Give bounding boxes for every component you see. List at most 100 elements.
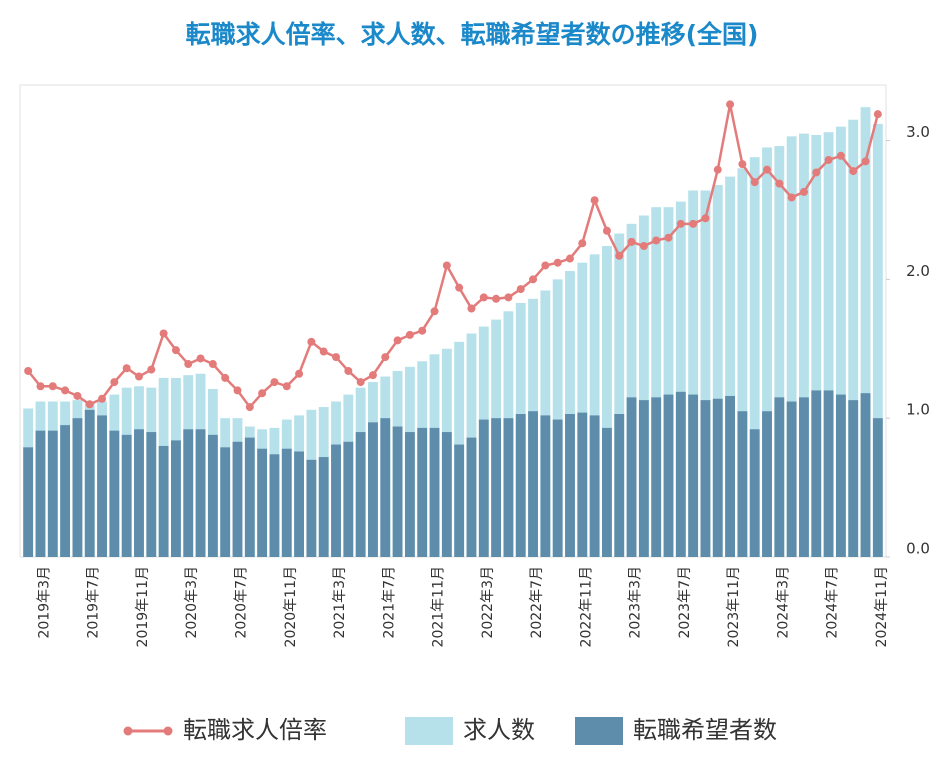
- x-tick-label: 2019年3月: [36, 566, 52, 639]
- legend-label: 求人数: [463, 716, 535, 744]
- bar: [749, 429, 760, 557]
- bar: [47, 430, 58, 557]
- bar: [183, 429, 194, 557]
- bar: [823, 132, 834, 557]
- line-point: [615, 251, 624, 260]
- bar: [638, 400, 649, 557]
- bar: [872, 123, 883, 557]
- line-point: [171, 346, 180, 355]
- line-point: [541, 261, 550, 270]
- line-point: [319, 347, 328, 356]
- x-tick-label: 2022年11月: [578, 566, 594, 647]
- line-point: [61, 386, 70, 395]
- line-point: [676, 219, 685, 228]
- bar: [343, 441, 354, 557]
- bar: [700, 400, 711, 557]
- line-point: [763, 165, 772, 174]
- legend-dot: [123, 726, 133, 736]
- bar: [626, 223, 637, 557]
- bar: [368, 422, 378, 557]
- bar: [552, 419, 563, 557]
- line-point: [344, 366, 353, 375]
- bar: [392, 426, 403, 557]
- line-point: [713, 165, 722, 174]
- line-point: [602, 226, 611, 235]
- bar: [786, 136, 797, 558]
- bar: [811, 390, 822, 557]
- y-tick-label: 1.0: [906, 401, 930, 419]
- bar: [774, 397, 785, 557]
- bar: [257, 448, 268, 557]
- bar: [441, 432, 452, 557]
- bar: [478, 419, 489, 557]
- line-point: [836, 151, 845, 160]
- bar: [121, 434, 132, 557]
- line-point: [405, 330, 414, 339]
- line-point: [664, 233, 673, 242]
- line-point: [245, 403, 254, 412]
- bar: [318, 457, 329, 557]
- line-point: [553, 258, 562, 267]
- bar: [331, 444, 341, 557]
- bar: [146, 432, 157, 557]
- bar: [281, 448, 292, 557]
- bar: [602, 427, 612, 557]
- line-point: [110, 378, 119, 387]
- bar: [675, 201, 686, 558]
- bar: [663, 207, 674, 557]
- bar: [799, 397, 809, 557]
- line-point: [639, 242, 648, 251]
- bar: [429, 427, 440, 557]
- line-point: [430, 307, 439, 316]
- line-point: [85, 400, 94, 409]
- bar: [577, 262, 588, 557]
- line-point: [233, 386, 242, 395]
- bar: [355, 432, 366, 557]
- line: [27, 104, 880, 410]
- plot-frame: [19, 84, 887, 558]
- bar: [835, 126, 846, 557]
- line-point: [861, 157, 870, 166]
- line-point: [258, 389, 267, 398]
- bar: [688, 394, 699, 557]
- x-tick-label: 2019年11月: [135, 566, 151, 647]
- line-point: [467, 304, 476, 313]
- x-tick-label: 2024年7月: [825, 566, 841, 639]
- y-tick-label: 2.0: [906, 262, 930, 280]
- bar: [614, 233, 625, 557]
- bar: [663, 394, 674, 557]
- bar: [84, 409, 95, 557]
- bar: [589, 415, 600, 557]
- bar: [737, 411, 748, 557]
- line-point: [529, 275, 538, 284]
- x-tick-label: 2020年3月: [184, 566, 200, 639]
- bar: [158, 445, 169, 557]
- x-tick-label: 2023年11月: [726, 566, 742, 647]
- line-point: [332, 353, 341, 362]
- line-point: [479, 293, 488, 302]
- line-point: [221, 373, 230, 382]
- bar: [786, 401, 797, 557]
- bar: [675, 391, 686, 557]
- bar: [294, 451, 304, 557]
- bar: [725, 176, 735, 557]
- bar: [72, 418, 83, 557]
- x-tick-label: 2024年3月: [775, 566, 791, 639]
- y-tick-label: 0.0: [906, 540, 930, 558]
- bar: [171, 440, 181, 557]
- bar: [207, 434, 218, 557]
- line-point: [849, 167, 858, 176]
- line-point: [122, 364, 131, 373]
- bar: [811, 134, 822, 557]
- x-tick-label: 2023年3月: [628, 566, 644, 639]
- bar: [60, 425, 71, 557]
- bar: [835, 394, 846, 557]
- line-point: [282, 382, 291, 391]
- bar: [638, 215, 649, 557]
- line-point: [418, 326, 427, 335]
- line-point: [356, 378, 365, 387]
- line-point: [824, 155, 833, 164]
- line-point: [270, 378, 279, 387]
- bar: [860, 107, 871, 557]
